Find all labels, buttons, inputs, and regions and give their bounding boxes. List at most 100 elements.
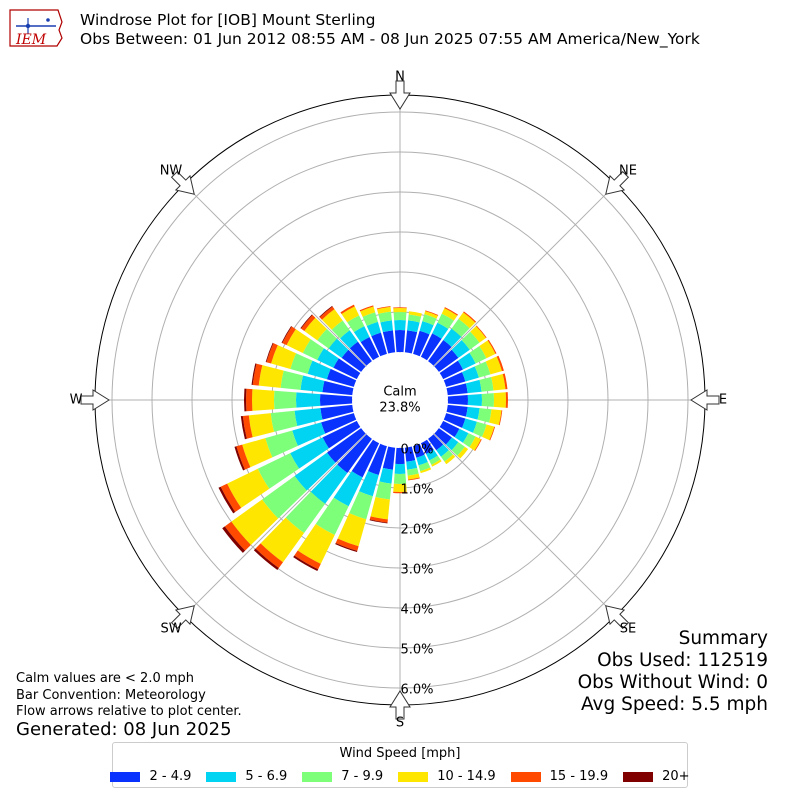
windrose-bar-segment — [369, 516, 388, 523]
windrose-bar-segment — [491, 373, 506, 391]
windrose-bar-segment — [327, 428, 366, 463]
windrose-bar-segment — [337, 434, 372, 473]
legend-item: 15 - 19.9 — [510, 769, 608, 784]
flow-arrow-icon — [170, 605, 195, 630]
windrose-bar-segment — [317, 348, 339, 368]
windrose-bar-segment — [347, 315, 365, 333]
windrose-bar-segment — [382, 330, 396, 354]
windrose-bar-segment — [393, 483, 407, 492]
windrose-bar-segment — [335, 538, 359, 551]
radial-tick-label: 0.0% — [400, 443, 433, 458]
direction-label-s: S — [396, 716, 404, 731]
windrose-bar-segment — [300, 314, 313, 329]
windrose-bar-segment — [362, 312, 378, 326]
windrose-bar-segment — [321, 413, 357, 434]
direction-label-e: E — [719, 393, 727, 408]
windrose-bar-segment — [469, 436, 482, 451]
windrose-bar-segment — [251, 363, 257, 386]
windrose-bar-segment — [317, 328, 337, 349]
windrose-bar-segment — [328, 338, 349, 358]
windrose-bar-segment — [377, 306, 392, 314]
windrose-bar-segment — [227, 468, 270, 508]
windrose-bar-segment — [436, 444, 449, 457]
windrose-bar-segment — [376, 306, 391, 310]
windrose-bar-segment — [304, 317, 327, 341]
windrose-bar-segment — [281, 326, 292, 344]
windrose-bar-segment — [404, 330, 418, 354]
windrose-bar-segment — [426, 449, 438, 461]
title-line-1: Windrose Plot for [IOB] Mount Sterling — [80, 11, 376, 29]
windrose-bar-segment — [469, 346, 487, 364]
windrose-bar-segment — [467, 393, 482, 407]
windrose-bar-segment — [428, 339, 452, 366]
legend-swatch — [623, 771, 654, 782]
windrose-bar-segment — [282, 326, 296, 346]
windrose-bar-segment — [286, 329, 311, 353]
direction-label-sw: SW — [160, 622, 181, 637]
windrose-bar-segment — [465, 379, 482, 394]
windrose-bar-segment — [393, 308, 407, 313]
radial-tick-label: 3.0% — [400, 563, 433, 578]
windrose-bar-segment — [441, 308, 458, 321]
windrose-bar-segment — [333, 358, 361, 380]
windrose-bar-segment — [368, 443, 387, 476]
windrose-bar-segment — [297, 524, 335, 564]
windrose-bar-segment — [320, 404, 354, 420]
calm-value: 23.8% — [379, 401, 420, 416]
windrose-bar-segment — [265, 342, 274, 363]
windrose-bar-segment — [445, 437, 459, 451]
windrose-bar-segment — [407, 473, 420, 480]
direction-arrows — [80, 80, 720, 720]
calm-label: Calm — [383, 385, 416, 400]
windrose-bar-segment — [481, 393, 494, 407]
windrose-bar-segment — [322, 380, 354, 396]
windrose-bar-segment — [451, 340, 470, 358]
windrose-bar-segment — [360, 336, 380, 361]
windrose-bar-segment — [422, 314, 437, 326]
windrose-bar-segment — [461, 331, 480, 350]
direction-label-ne: NE — [619, 164, 637, 179]
windrose-bar-segment — [431, 459, 442, 467]
windrose-bar-segment — [408, 477, 420, 481]
legend: Wind Speed [mph] 2 - 4.9 5 - 6.9 7 - 9.9 10… — [110, 742, 690, 788]
windrose-bar-segment — [479, 340, 496, 359]
windrose-bar-segment — [257, 453, 300, 489]
windrose-bar-segment — [326, 368, 357, 387]
windrose-bar-segment — [451, 318, 470, 337]
legend-swatch — [206, 771, 237, 782]
windrose-bar-segment — [420, 439, 434, 455]
windrose-bar-segment — [439, 420, 460, 438]
windrose-bar-segment — [231, 499, 279, 546]
logo-text: IEM — [15, 32, 47, 48]
flow-arrow-icon — [690, 389, 720, 411]
windrose-bar-segment — [485, 356, 502, 375]
windrose-bar-segment — [470, 326, 486, 343]
windrose-bar-segment — [371, 332, 387, 357]
grid-spoke — [183, 399, 401, 617]
windrose-bar-segment — [444, 307, 459, 316]
windrose-bar-segment — [242, 438, 273, 468]
windrose-bar-segment — [349, 341, 372, 366]
radial-tick-label: 2.0% — [400, 523, 433, 538]
windrose-bar-segment — [407, 320, 420, 333]
windrose-bar-segment — [240, 415, 247, 440]
windrose-bar-segment — [420, 467, 432, 474]
generated-date: Generated: 08 Jun 2025 — [16, 719, 232, 740]
windrose-bar-segment — [320, 394, 353, 406]
windrose-bar-segment — [319, 306, 335, 320]
footnotes: Calm values are < 2.0 mph Bar Convention… — [16, 671, 242, 721]
windrose-bar-segment — [424, 311, 438, 319]
windrose-bar-segment — [432, 322, 449, 339]
windrose-bar-segment — [413, 443, 425, 458]
windrose-bar-segment — [307, 360, 331, 380]
windrose-bar-segment — [294, 550, 321, 570]
radial-tick-label: 1.0% — [400, 483, 433, 498]
legend-items: 2 - 4.9 5 - 6.9 7 - 9.9 10 - 14.9 15 - 19.9 2… — [110, 769, 690, 784]
legend-label: 20+ — [662, 769, 690, 784]
windrose-bar-segment — [310, 464, 348, 504]
flow-arrow-icon — [605, 170, 630, 195]
windrose-bar-segment — [394, 463, 406, 474]
windrose-bar-segment — [418, 462, 431, 472]
windrose-bar-segment — [294, 408, 323, 427]
windrose-bar-segment — [341, 306, 360, 323]
